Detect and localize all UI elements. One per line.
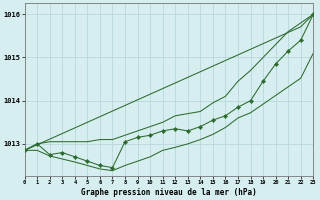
X-axis label: Graphe pression niveau de la mer (hPa): Graphe pression niveau de la mer (hPa) — [81, 188, 257, 197]
